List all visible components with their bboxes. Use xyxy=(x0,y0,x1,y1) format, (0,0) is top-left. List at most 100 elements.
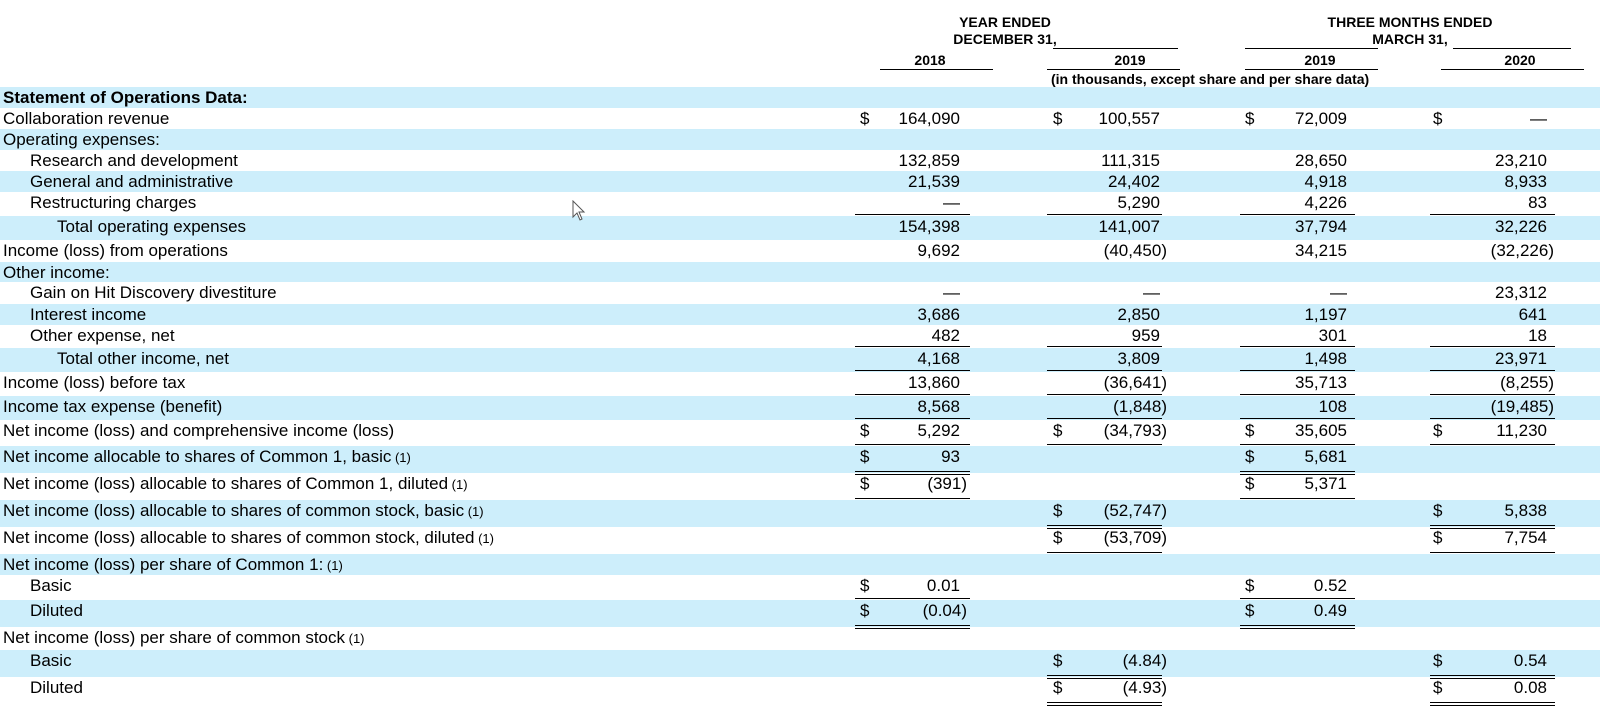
currency-symbol: $ xyxy=(1245,601,1255,620)
cell-underline xyxy=(1430,346,1555,347)
cell-underline xyxy=(1240,598,1355,599)
table-cell-value: 164,090 xyxy=(898,109,960,128)
row-label: Net income (loss) per share of common st… xyxy=(3,628,365,648)
table-cell-value: 11,230 xyxy=(1496,421,1547,440)
cell-underline xyxy=(1240,370,1355,371)
row-label: Total other income, net xyxy=(57,349,229,369)
table-cell-value: 32,226 xyxy=(1495,217,1547,236)
row-label-text: Collaboration revenue xyxy=(3,109,170,128)
currency-symbol: $ xyxy=(1433,501,1443,520)
currency-symbol: $ xyxy=(860,601,870,620)
currency-symbol: $ xyxy=(1433,651,1443,670)
row-label-text: General and administrative xyxy=(30,172,234,191)
row-shading xyxy=(0,262,1600,282)
cell-underline xyxy=(855,444,970,445)
currency-symbol: $ xyxy=(1053,678,1063,697)
table-cell-value: 13,860 xyxy=(908,373,960,392)
cell-underline xyxy=(1240,394,1355,395)
row-label: Income (loss) before tax xyxy=(3,373,185,393)
row-label: Net income (loss) allocable to shares of… xyxy=(3,501,484,521)
table-cell-value: 132,859 xyxy=(898,151,960,170)
row-label: Research and development xyxy=(30,151,238,171)
cell-underline xyxy=(1430,214,1555,215)
column-header-2018: 2018 xyxy=(914,52,946,68)
row-label: Net income allocable to shares of Common… xyxy=(3,447,411,467)
row-label-text: Net income (loss) allocable to shares of… xyxy=(3,501,465,520)
table-cell-value: 111,315 xyxy=(1101,151,1160,170)
header-rule xyxy=(1441,69,1584,70)
row-label-text: Net income (loss) allocable to shares of… xyxy=(3,528,475,547)
table-cell-value: 0.49 xyxy=(1313,601,1347,620)
footnote-marker: (1) xyxy=(448,477,468,492)
table-cell-value: 8,568 xyxy=(917,397,960,416)
table-cell-value: (1,848) xyxy=(1113,397,1167,416)
cell-double-underline xyxy=(1430,678,1555,679)
units-note: (in thousands, except share and per shar… xyxy=(1051,71,1370,87)
row-label-text: Diluted xyxy=(30,601,83,620)
currency-symbol: $ xyxy=(1433,678,1443,697)
table-cell-value: 141,007 xyxy=(1098,217,1160,236)
footnote-marker: (1) xyxy=(464,504,484,519)
row-label: Net income (loss) and comprehensive inco… xyxy=(3,421,394,441)
table-cell-value: 23,971 xyxy=(1495,349,1547,368)
table-cell-value: 2,850 xyxy=(1117,305,1160,324)
currency-symbol: $ xyxy=(1053,109,1063,128)
row-label-text: Total other income, net xyxy=(57,349,229,368)
cell-double-underline xyxy=(1047,678,1162,679)
table-cell-value: (52,747) xyxy=(1103,501,1167,520)
table-cell-value: 0.54 xyxy=(1513,651,1547,670)
row-shading xyxy=(0,600,1600,627)
header-rule xyxy=(1053,48,1178,49)
cell-underline xyxy=(855,214,970,215)
table-cell-value: 9,692 xyxy=(917,241,960,260)
cell-underline xyxy=(1047,552,1162,553)
header-rule xyxy=(1245,69,1378,70)
footnote-marker: (1) xyxy=(391,450,411,465)
currency-symbol: $ xyxy=(860,474,870,493)
row-label: Net income (loss) allocable to shares of… xyxy=(3,474,468,494)
table-cell-value: 3,686 xyxy=(917,305,960,324)
row-label: Other expense, net xyxy=(30,326,175,346)
row-label: Diluted xyxy=(30,601,83,621)
table-cell-value: (40,450) xyxy=(1103,241,1167,260)
table-cell-value: 5,290 xyxy=(1117,193,1160,212)
cell-underline xyxy=(855,370,970,371)
row-shading xyxy=(0,87,1600,108)
cell-underline xyxy=(1047,346,1162,347)
table-cell-value: 83 xyxy=(1528,193,1547,212)
table-cell-value: — xyxy=(1330,283,1347,302)
cell-underline xyxy=(1430,702,1555,703)
header-rule xyxy=(1453,48,1571,49)
row-label: Operating expenses: xyxy=(3,130,160,150)
cell-underline xyxy=(1430,418,1555,419)
table-cell-value: (0.04) xyxy=(922,601,967,620)
table-cell-value: 0.52 xyxy=(1313,576,1347,595)
row-shading xyxy=(0,348,1600,372)
table-cell-value: 23,210 xyxy=(1495,151,1547,170)
currency-symbol: $ xyxy=(1245,447,1255,466)
table-cell-value: 959 xyxy=(1131,326,1160,345)
cell-underline xyxy=(1430,525,1555,526)
cell-underline xyxy=(1240,498,1355,499)
row-label: Income tax expense (benefit) xyxy=(3,397,222,417)
row-label: Net income (loss) allocable to shares of… xyxy=(3,528,494,548)
currency-symbol: $ xyxy=(1053,651,1063,670)
cell-underline xyxy=(1430,394,1555,395)
row-shading xyxy=(0,650,1600,677)
cell-underline xyxy=(1047,675,1162,676)
table-cell-value: 35,713 xyxy=(1295,373,1347,392)
row-label-text: Research and development xyxy=(30,151,238,170)
table-cell-value: 0.08 xyxy=(1513,678,1547,697)
row-label: Total operating expenses xyxy=(57,217,246,237)
mouse-cursor-icon xyxy=(572,199,588,229)
table-cell-value: 5,838 xyxy=(1504,501,1547,520)
table-cell-value: 5,681 xyxy=(1304,447,1347,466)
currency-symbol: $ xyxy=(1245,421,1255,440)
table-cell-value: 5,292 xyxy=(917,421,960,440)
table-cell-value: — xyxy=(1143,283,1160,302)
table-cell-value: 93 xyxy=(941,447,960,466)
three-months-header: THREE MONTHS ENDED MARCH 31, xyxy=(1327,14,1493,47)
row-label: Basic xyxy=(30,651,72,671)
table-cell-value: — xyxy=(943,283,960,302)
row-label-text: Income (loss) from operations xyxy=(3,241,228,260)
